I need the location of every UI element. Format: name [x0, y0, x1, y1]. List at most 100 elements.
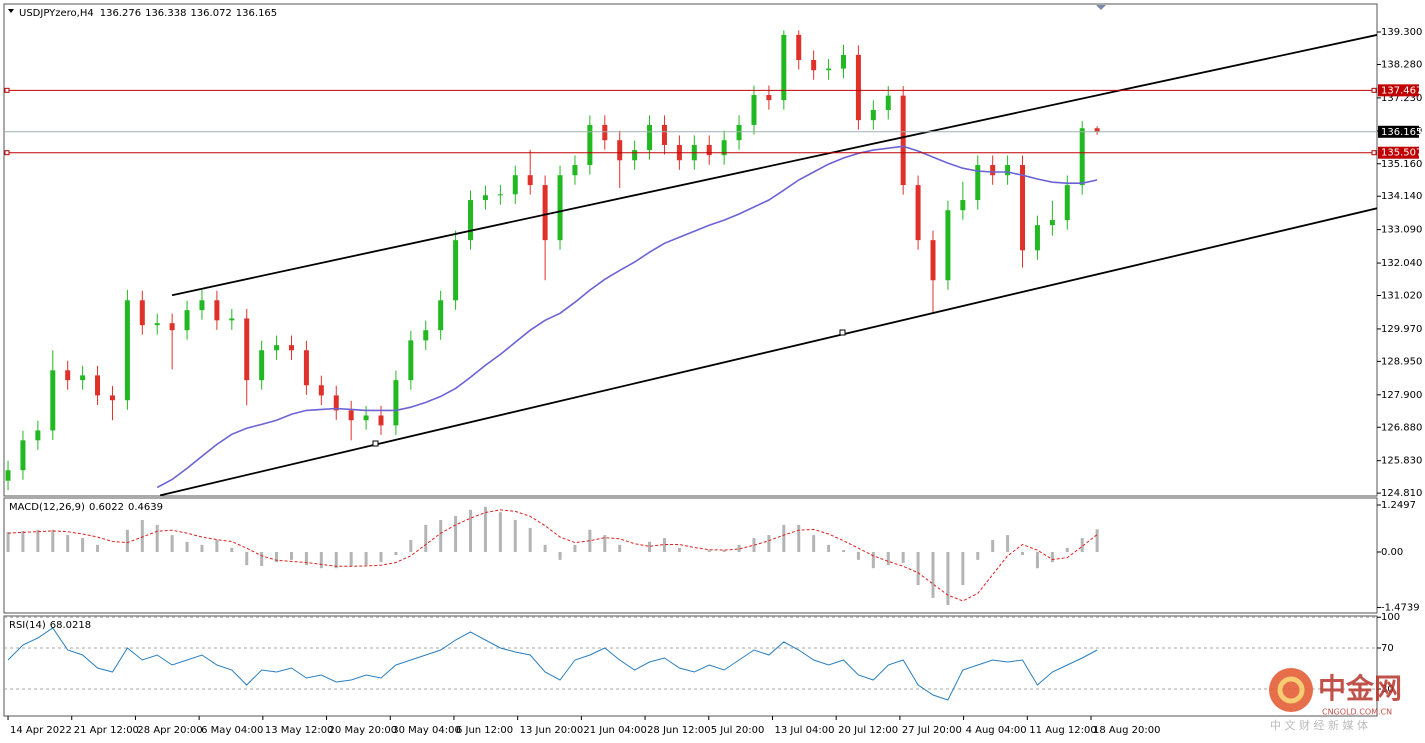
candle-body — [80, 375, 86, 381]
level-handle — [1371, 87, 1377, 93]
candle-body — [706, 144, 712, 156]
candle-body — [915, 185, 921, 241]
rsi-readout: RSI(14) 68.0218 — [9, 620, 91, 631]
candle-body — [259, 350, 265, 381]
panel-plot — [6, 506, 1099, 606]
candle-body — [527, 175, 533, 186]
macd-title: MACD(12,26,9) — [9, 502, 85, 513]
x-tick-label: 27 Jul 20:00 — [902, 725, 962, 736]
x-tick-label: 30 May 04:00 — [392, 725, 461, 736]
candle-body — [557, 175, 563, 241]
price-label: 136.165 — [1381, 127, 1422, 138]
candle-body — [945, 210, 951, 281]
y-tick-label: 100 — [1381, 612, 1400, 623]
candle-body — [900, 95, 906, 186]
level-handle — [1371, 150, 1377, 156]
candle-body — [572, 165, 578, 176]
candle-body — [453, 240, 459, 301]
watermark-site: CNGOLD.COM.CN — [1322, 708, 1392, 717]
main-header: USDJPYzero,H4 136.276 136.338 136.072 136.16… — [8, 8, 277, 19]
candle-body — [826, 68, 832, 71]
candle-body — [318, 385, 324, 396]
candle-body — [497, 194, 503, 196]
candle-body — [617, 140, 623, 161]
candle-body — [1049, 220, 1055, 226]
x-tick-label: 28 Jun 12:00 — [647, 725, 711, 736]
y-tick-label: 138.280 — [1381, 59, 1422, 70]
candle-body — [393, 380, 399, 426]
trendline — [171, 34, 1377, 297]
x-tick-label: 28 Apr 20:00 — [137, 725, 202, 736]
candle-body — [423, 330, 429, 341]
candle-body — [109, 395, 115, 401]
shift-marker — [1096, 5, 1106, 10]
trendline-anchor — [372, 440, 379, 447]
y-tick-label: 126.880 — [1381, 422, 1422, 433]
y-tick-label: 134.140 — [1381, 191, 1422, 202]
panel-frame — [3, 3, 1378, 497]
candle-body — [20, 440, 26, 471]
watermark-name: 中金网 — [1318, 672, 1402, 705]
candle-body — [512, 175, 518, 195]
candle-body — [736, 124, 742, 141]
x-tick-label: 11 Aug 12:00 — [1029, 725, 1096, 736]
y-tick-label: 129.970 — [1381, 324, 1422, 335]
level-label: 137.467 — [1381, 85, 1422, 96]
candle-body — [482, 195, 488, 201]
x-tick-label: 13 May 12:00 — [265, 725, 334, 736]
y-tick-label: 124.810 — [1381, 488, 1422, 499]
y-tick-label: 1.2497 — [1381, 500, 1416, 511]
price-label-bg — [1378, 125, 1419, 138]
candle-body — [1005, 165, 1011, 176]
panel-plot — [4, 616, 1377, 701]
x-tick-label: 20 May 20:00 — [329, 725, 398, 736]
menu-arrow — [8, 9, 14, 13]
candle-body — [766, 95, 772, 101]
trendline-anchor — [839, 329, 846, 336]
watermark: 中金网 CNGOLD.COM.CN 中 文 财 经 新 媒 体 — [1269, 668, 1402, 732]
x-tick-label: 4 Aug 04:00 — [966, 725, 1027, 736]
x-tick-label: 20 Jul 12:00 — [838, 725, 898, 736]
candle-body — [1079, 128, 1085, 186]
x-tick-label: 6 May 04:00 — [201, 725, 263, 736]
y-tick-label: 131.020 — [1381, 291, 1422, 302]
rsi-value: 68.0218 — [50, 620, 91, 631]
candle-body — [587, 124, 593, 166]
candle-body — [1020, 165, 1026, 251]
panel-plot — [4, 30, 1377, 496]
signal-line — [7, 509, 1098, 602]
candle-body — [840, 54, 846, 69]
x-tick-label: 6 Jun 12:00 — [456, 725, 513, 736]
level-label: 135.507 — [1381, 148, 1422, 159]
x-tick-label: 21 Apr 12:00 — [74, 725, 139, 736]
y-tick-label: 30 — [1381, 684, 1394, 695]
candle-body — [50, 370, 56, 431]
candle-body — [288, 345, 294, 351]
panel-frame — [3, 497, 1378, 614]
candle-body — [244, 318, 250, 381]
candle-body — [95, 375, 101, 396]
y-tick-label: 135.160 — [1381, 159, 1422, 170]
y-tick-label: 137.230 — [1381, 93, 1422, 104]
candle-body — [542, 185, 548, 241]
x-tick-label: 21 Jun 04:00 — [583, 725, 647, 736]
high-readout: 136.338 — [145, 8, 186, 19]
candle-body — [5, 470, 11, 481]
plot-layer: 139.300138.280137.230136.190135.160134.1… — [3, 3, 1422, 717]
candle-body — [960, 200, 966, 211]
candle-body — [870, 109, 876, 121]
candle-body — [632, 150, 638, 161]
candle-body — [602, 124, 608, 141]
candle-body — [154, 323, 160, 326]
candle-body — [333, 395, 339, 411]
logo-ring — [1277, 676, 1305, 704]
candle-body — [348, 410, 354, 421]
candle-body — [721, 140, 727, 156]
candle-body — [811, 60, 817, 71]
y-tick-label: 132.040 — [1381, 258, 1422, 269]
candle-body — [124, 300, 130, 401]
candle-body — [855, 54, 861, 121]
x-tick-label: 13 Jul 04:00 — [774, 725, 834, 736]
close-readout: 136.165 — [236, 8, 277, 19]
